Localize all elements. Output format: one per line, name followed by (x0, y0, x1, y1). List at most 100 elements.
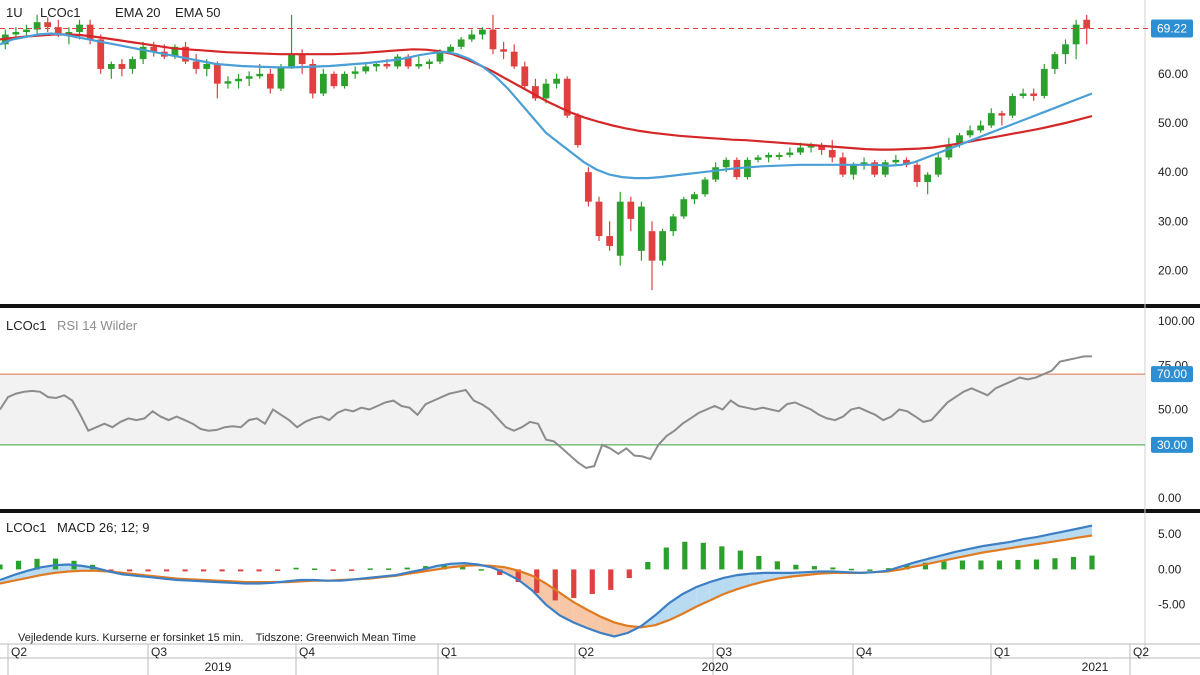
macd-histogram-bar (126, 569, 133, 572)
rsi-line (0, 355, 1092, 469)
candle-body (712, 167, 720, 180)
macd-histogram-bar (182, 569, 188, 572)
price-tick-label: 50.00 (1158, 116, 1188, 130)
candle-body (934, 157, 942, 175)
macd-histogram-bar (404, 567, 410, 570)
year-label: 2020 (702, 660, 729, 674)
quarter-label: Q2 (11, 645, 27, 659)
candle-body (319, 73, 327, 94)
candle-body (1009, 95, 1016, 116)
candle-body (722, 159, 730, 168)
candle-body (956, 135, 963, 146)
macd-histogram-bar (793, 564, 799, 570)
candle-body (892, 159, 900, 163)
candle-body (404, 56, 412, 67)
macd-histogram-bar (275, 569, 281, 571)
candle-body (12, 32, 20, 35)
macd-histogram-bar (1089, 555, 1095, 570)
macd-histogram-bar (163, 569, 170, 572)
candle-body (383, 64, 391, 67)
macd-histogram (0, 541, 1095, 601)
candle-body (500, 49, 507, 52)
rsi-symbol-label[interactable]: LCOc1 (6, 318, 46, 333)
candle-body (330, 73, 338, 87)
macd-histogram-bar (367, 568, 373, 570)
candle-body (828, 150, 836, 158)
candle-body (171, 46, 179, 57)
price-panel[interactable]: 69.22 60.00 50.00 40.00 30.00 20.00 1U LCOc1… (0, 5, 1193, 291)
candle-body (627, 201, 635, 219)
candle-body (691, 194, 698, 200)
macd-tick-label: -5.00 (1158, 598, 1186, 612)
macd-histogram-bar (200, 569, 207, 572)
macd-histogram-bar (219, 569, 225, 572)
candle-body (447, 46, 454, 52)
macd-histogram-bar (238, 569, 244, 572)
macd-histogram-bar (145, 569, 151, 572)
ema50-line (0, 33, 1093, 151)
macd-line (0, 524, 1093, 638)
candle-body (987, 113, 995, 126)
candle-body (86, 24, 94, 40)
candle-body (638, 206, 645, 251)
candle-body (65, 32, 73, 35)
candle-body (298, 54, 306, 64)
candle-body (510, 51, 518, 67)
macd-signal-line (0, 534, 1093, 629)
macd-histogram-bar (349, 569, 355, 571)
candle-body (182, 46, 189, 62)
candle-body (23, 29, 30, 33)
candle-body (807, 145, 815, 148)
candle-body (1030, 93, 1038, 96)
candle-body (966, 130, 974, 136)
macd-indicator-label[interactable]: MACD 26; 12; 9 (57, 520, 150, 535)
interval-label[interactable]: 1U (6, 5, 23, 20)
price-y-axis: 60.00 50.00 40.00 30.00 20.00 (1158, 67, 1188, 278)
candle-body (436, 51, 444, 62)
candle-body (595, 201, 603, 237)
quarter-label: Q3 (716, 645, 732, 659)
year-label: 2019 (205, 660, 232, 674)
candle-body (1040, 68, 1048, 96)
macd-tick-label: 5.00 (1158, 527, 1182, 541)
candle-body (553, 78, 560, 84)
macd-histogram-bar (941, 561, 947, 570)
candle-body (1062, 44, 1069, 55)
candle-body (542, 83, 550, 99)
candle-body (606, 236, 614, 246)
panel-divider[interactable] (0, 509, 1200, 513)
macd-histogram-bar (1033, 559, 1040, 570)
price-tick-label: 20.00 (1158, 264, 1188, 278)
candle-body (457, 39, 465, 47)
candle-body (775, 154, 783, 157)
macd-histogram-bar (515, 569, 521, 583)
ema50-legend[interactable]: EMA 50 (175, 5, 221, 20)
candle-body (659, 231, 667, 261)
candle-body (54, 27, 62, 35)
candle-body (468, 34, 476, 40)
macd-histogram-bar (312, 568, 318, 570)
ema20-legend[interactable]: EMA 20 (115, 5, 161, 20)
panel-divider[interactable] (0, 304, 1200, 308)
candle-body (362, 66, 370, 72)
rsi-indicator-label[interactable]: RSI 14 Wilder (57, 318, 138, 333)
macd-panel[interactable]: 5.00 0.00 -5.00 LCOc1 MACD 26; 12; 9 Vejle… (0, 520, 1186, 644)
macd-histogram-bar (885, 568, 892, 570)
macd-histogram-bar (774, 561, 780, 570)
candle-body (266, 73, 274, 89)
quarter-label: Q4 (856, 645, 872, 659)
rsi-lower-value: 30.00 (1157, 438, 1187, 452)
macd-histogram-bar (52, 558, 59, 570)
rsi-upper-tag (1151, 366, 1193, 383)
candle-body (309, 64, 317, 94)
rsi-tick-label: 50.00 (1158, 403, 1188, 417)
symbol-label[interactable]: LCOc1 (40, 5, 80, 20)
macd-symbol-label[interactable]: LCOc1 (6, 520, 46, 535)
candle-body (76, 24, 83, 33)
candle-body (224, 81, 232, 84)
rsi-neutral-band (0, 374, 1145, 445)
macd-histogram-bar (441, 564, 447, 570)
macd-histogram-bar (830, 567, 836, 570)
